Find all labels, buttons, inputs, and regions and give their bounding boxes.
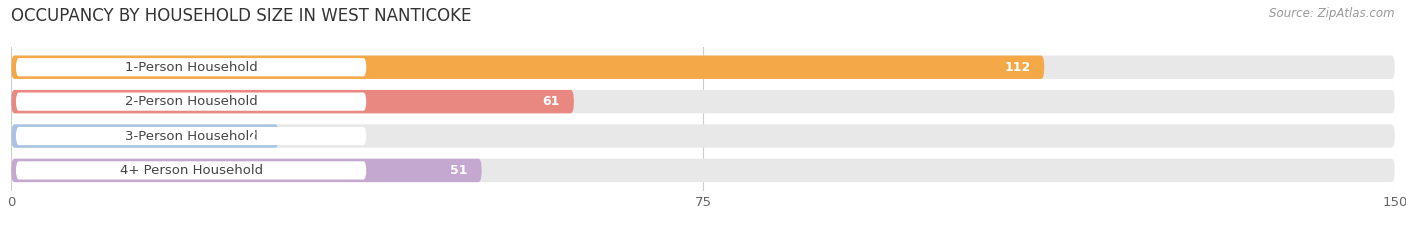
FancyBboxPatch shape	[11, 55, 1045, 79]
FancyBboxPatch shape	[15, 127, 367, 145]
FancyBboxPatch shape	[15, 161, 367, 180]
Text: 3-Person Household: 3-Person Household	[125, 130, 257, 143]
FancyBboxPatch shape	[11, 124, 1395, 148]
FancyBboxPatch shape	[11, 55, 1395, 79]
FancyBboxPatch shape	[11, 90, 1395, 113]
Text: 4+ Person Household: 4+ Person Household	[120, 164, 263, 177]
FancyBboxPatch shape	[15, 93, 367, 111]
FancyBboxPatch shape	[11, 90, 574, 113]
Text: Source: ZipAtlas.com: Source: ZipAtlas.com	[1270, 7, 1395, 20]
Text: 29: 29	[247, 130, 264, 143]
Text: OCCUPANCY BY HOUSEHOLD SIZE IN WEST NANTICOKE: OCCUPANCY BY HOUSEHOLD SIZE IN WEST NANT…	[11, 7, 471, 25]
Text: 112: 112	[1004, 61, 1031, 74]
FancyBboxPatch shape	[11, 159, 1395, 182]
FancyBboxPatch shape	[11, 124, 278, 148]
Text: 2-Person Household: 2-Person Household	[125, 95, 257, 108]
FancyBboxPatch shape	[11, 159, 482, 182]
Text: 61: 61	[543, 95, 560, 108]
Text: 1-Person Household: 1-Person Household	[125, 61, 257, 74]
Text: 51: 51	[450, 164, 468, 177]
FancyBboxPatch shape	[15, 58, 367, 76]
